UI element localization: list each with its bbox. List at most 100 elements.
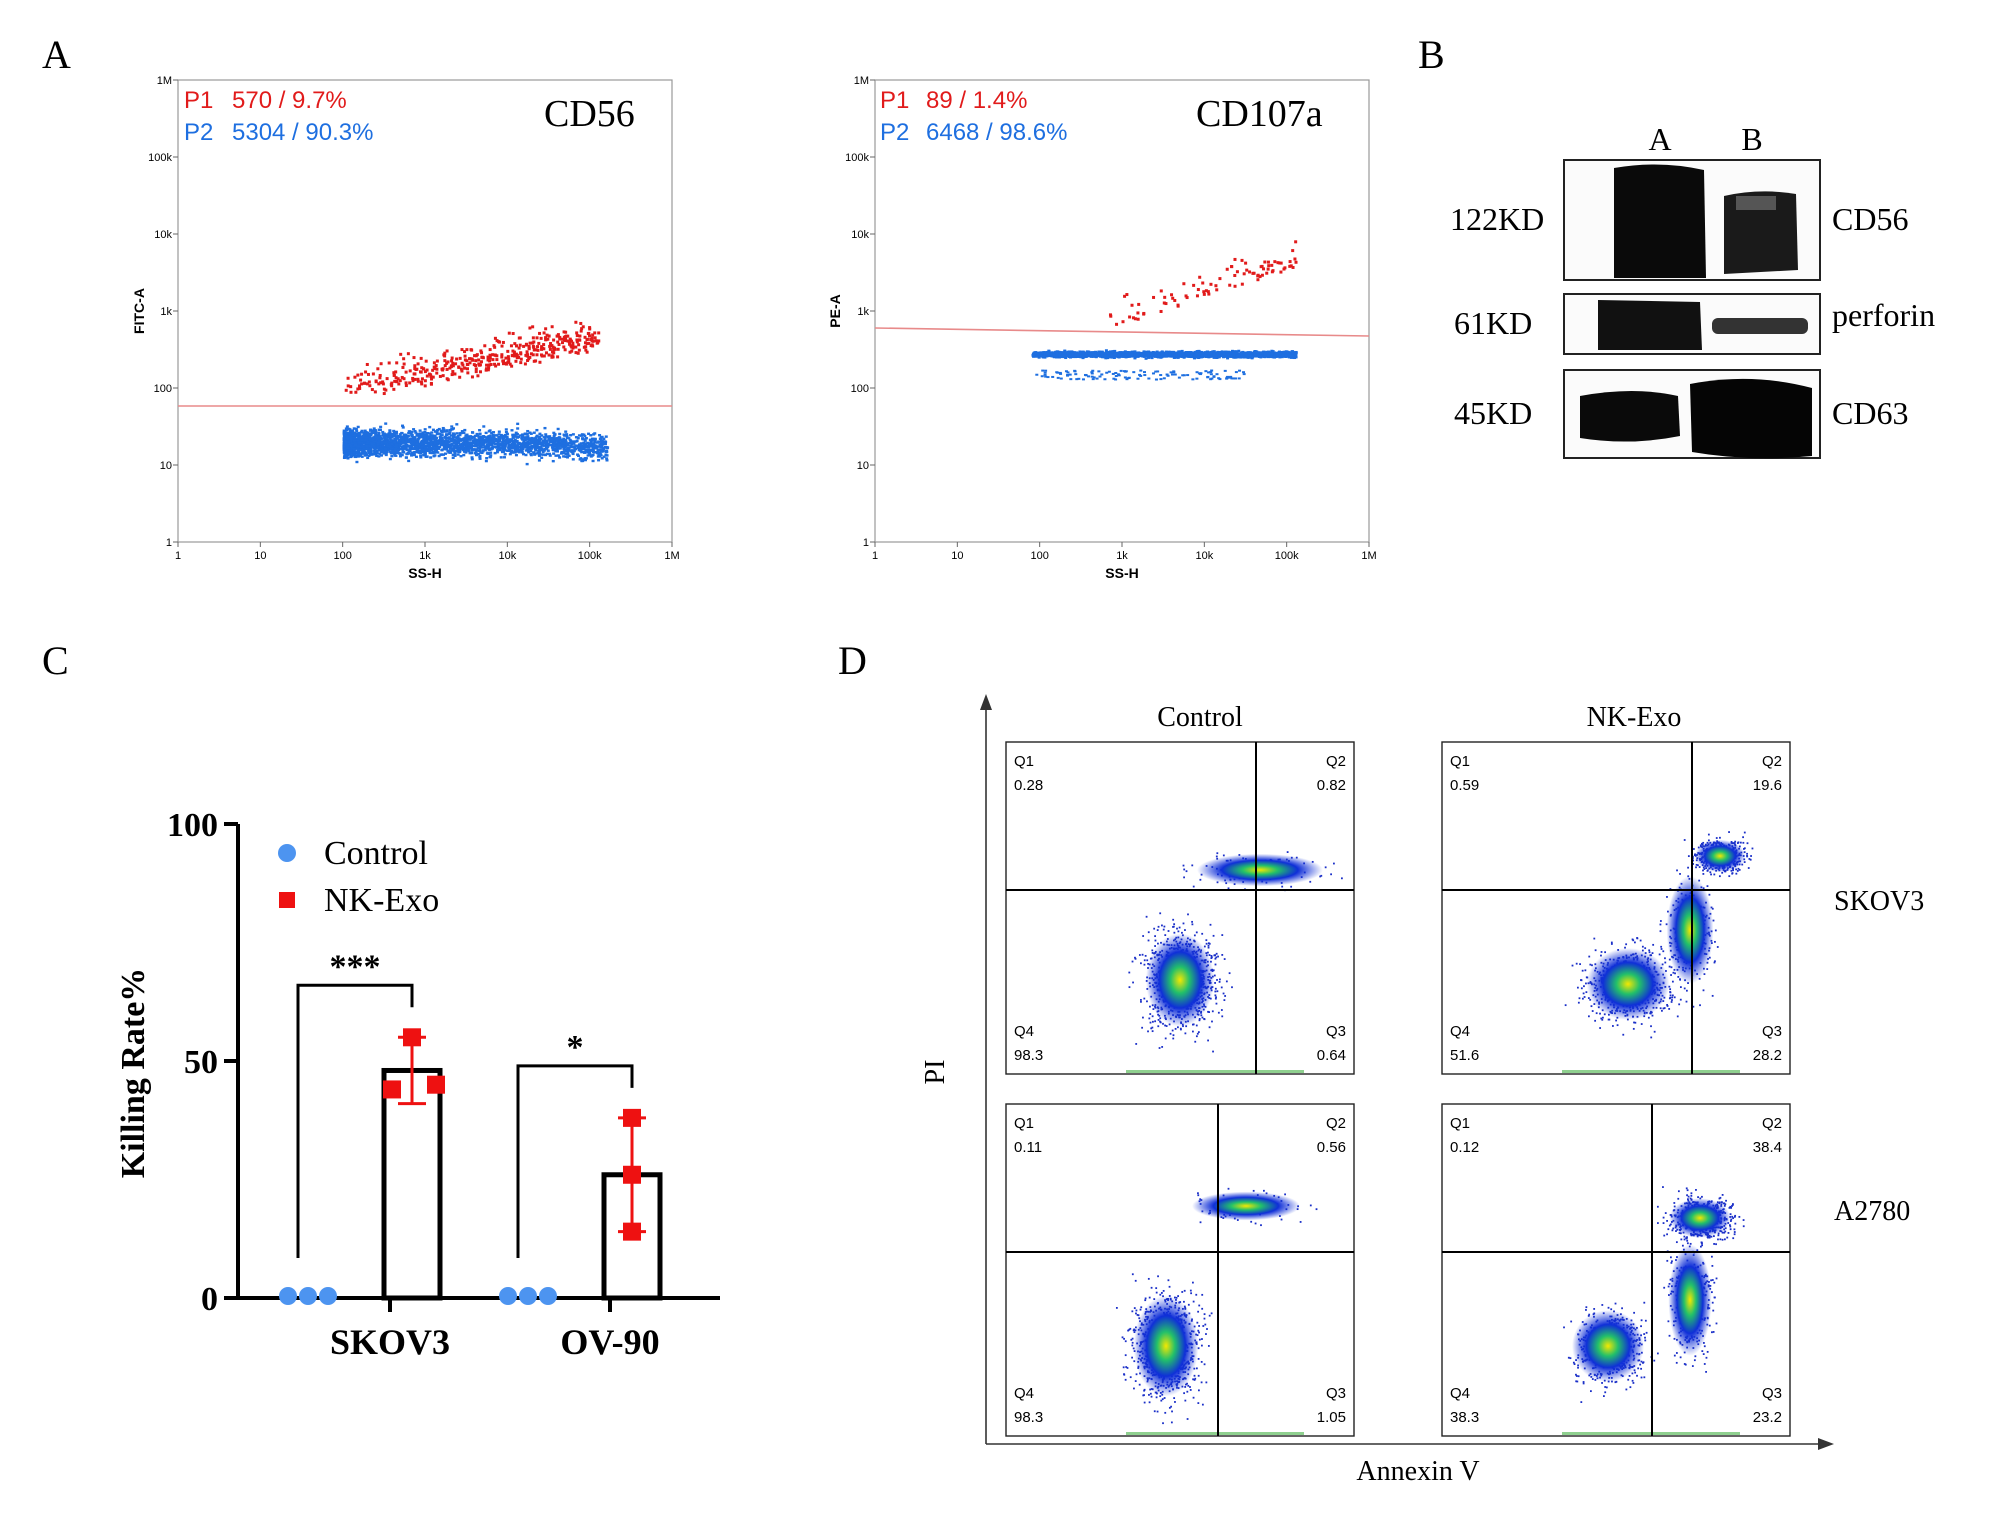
data-point [526, 449, 530, 452]
data-point [381, 380, 385, 384]
data-point [474, 367, 478, 371]
data-point [381, 382, 385, 386]
data-point [394, 376, 398, 380]
x-tick-label: 10 [951, 550, 963, 562]
x-tick-label: 100k [578, 550, 602, 562]
data-point [604, 440, 608, 444]
data-point [598, 443, 602, 447]
data-point [444, 452, 448, 455]
data-point [420, 446, 424, 450]
data-point [449, 434, 453, 437]
data-point [459, 367, 463, 371]
data-point [342, 436, 346, 440]
data-point [520, 449, 524, 452]
data-point [508, 445, 512, 448]
data-point [440, 367, 444, 371]
data-point [489, 451, 493, 454]
data-point [544, 351, 548, 355]
data-point [453, 452, 457, 455]
data-point [371, 372, 375, 376]
data-point [564, 339, 568, 343]
data-point [1063, 349, 1067, 352]
data-point [596, 450, 600, 454]
data-point [464, 442, 468, 445]
data-point [371, 430, 375, 434]
data-point [503, 453, 507, 456]
data-point [555, 439, 559, 442]
data-point [574, 351, 578, 355]
data-point [568, 337, 572, 341]
data-point [543, 448, 547, 451]
data-point [588, 326, 592, 330]
data-point [429, 456, 433, 459]
data-point [582, 345, 586, 349]
data-point [516, 427, 520, 430]
data-point [575, 340, 579, 344]
data-point [580, 327, 584, 331]
data-point [513, 342, 517, 346]
data-point [484, 431, 488, 435]
data-point [373, 448, 377, 451]
data-point [528, 438, 532, 442]
data-point [596, 448, 600, 452]
data-point [447, 444, 451, 447]
data-point [580, 433, 584, 436]
data-point [473, 444, 477, 447]
data-point [369, 432, 373, 435]
data-point [413, 446, 417, 449]
data-point [538, 432, 542, 436]
data-point [392, 444, 396, 447]
data-point [478, 432, 482, 435]
data-point [588, 438, 592, 442]
data-point [428, 438, 432, 441]
data-point [542, 331, 546, 335]
data-point [393, 439, 397, 442]
data-point [560, 337, 564, 341]
data-point [389, 447, 393, 450]
data-point [476, 374, 480, 378]
data-point [587, 432, 591, 435]
data-point [510, 438, 514, 441]
data-point [374, 446, 378, 449]
data-point [532, 440, 536, 443]
data-point [352, 449, 356, 452]
data-point [526, 435, 530, 438]
data-point [373, 452, 377, 456]
data-point [413, 436, 417, 439]
data-point [470, 357, 474, 361]
data-point [575, 334, 579, 338]
data-point [493, 345, 497, 349]
data-point [428, 436, 432, 440]
data-point [394, 370, 398, 374]
data-point [494, 364, 498, 368]
data-point [389, 440, 393, 443]
data-point [532, 348, 536, 352]
data-point [577, 348, 581, 352]
data-point [415, 450, 419, 454]
data-point [342, 445, 346, 448]
data-point [469, 451, 473, 455]
data-point [1176, 351, 1180, 355]
data-point [465, 436, 469, 439]
data-point [538, 438, 542, 442]
data-point [388, 437, 392, 440]
data-point [504, 438, 508, 441]
data-point [582, 441, 586, 445]
data-point [375, 454, 379, 457]
data-point [601, 442, 605, 445]
data-point [477, 443, 481, 447]
data-point [522, 438, 526, 441]
data-point [415, 446, 419, 449]
data-point [420, 445, 424, 448]
data-point [491, 433, 495, 437]
data-point [442, 442, 446, 445]
data-point [471, 439, 475, 443]
data-point [1123, 351, 1127, 354]
data-point [537, 441, 541, 444]
data-point [441, 440, 445, 443]
data-point [452, 448, 456, 451]
data-point [398, 379, 402, 383]
data-point [365, 382, 369, 386]
data-point [465, 348, 469, 352]
data-point [357, 437, 361, 440]
